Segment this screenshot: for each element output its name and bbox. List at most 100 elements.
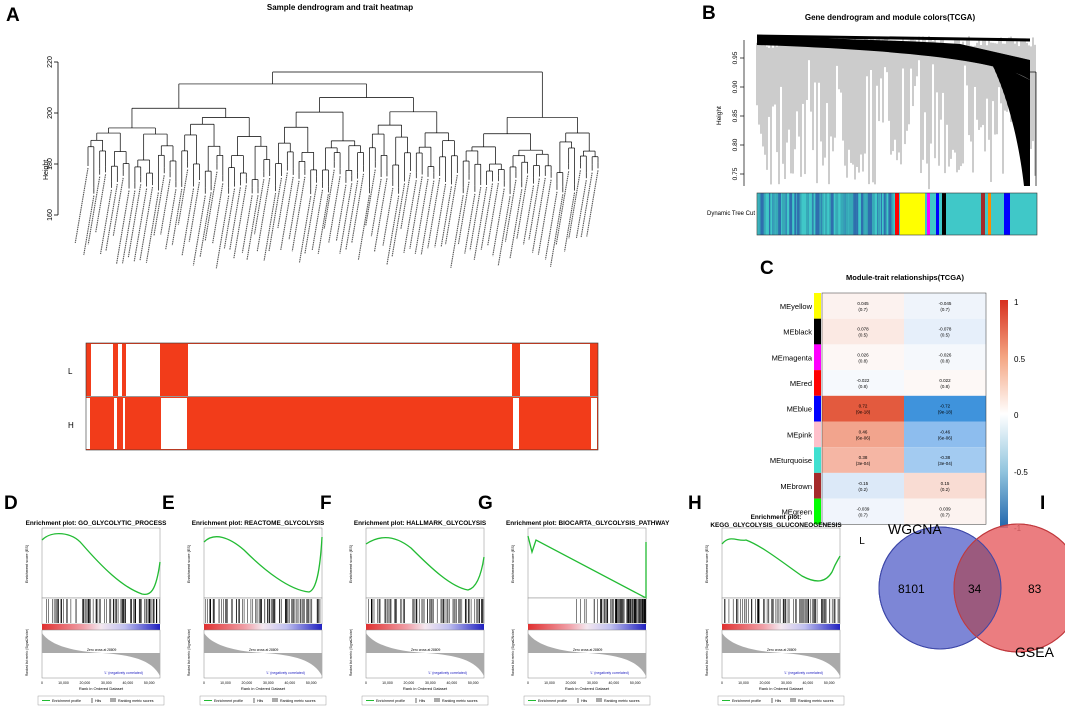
- cell-pvalue: (0.7): [940, 512, 950, 517]
- x-tick: 0: [527, 681, 529, 685]
- enrichment-profile-line: [365, 537, 485, 591]
- x-label: Rank in Ordered Dataset: [565, 686, 610, 691]
- venn-count-wgcna-only: 8101: [898, 582, 925, 596]
- venn-label-wgcna: WGCNA: [888, 521, 942, 537]
- panel-letter-b: B: [702, 3, 716, 24]
- x-tick: 20,000: [242, 681, 253, 685]
- ranked-metric-area: [528, 633, 646, 676]
- module-label: MEred: [790, 379, 812, 388]
- panel-letter-f: F: [320, 493, 332, 514]
- dendrogram-ytick: 220: [47, 56, 54, 68]
- panel-letter-h: H: [688, 493, 702, 514]
- x-tick: 50,000: [468, 681, 479, 685]
- zero-cross-label: Zero cross at 28809: [411, 648, 440, 652]
- venn-label-gsea: GSEA: [1015, 644, 1054, 660]
- trait-heatmap: [85, 342, 599, 451]
- heatmap-cell: [904, 421, 986, 448]
- module-label: MEblue: [787, 405, 812, 414]
- cell-pvalue: (0.5): [940, 333, 950, 338]
- column-label-l: L: [859, 536, 865, 547]
- dendrogram-ytick: 160: [47, 209, 54, 221]
- negative-label: 'L' (negatively correlated): [428, 671, 467, 675]
- cell-pvalue: (3e-04): [856, 461, 871, 466]
- venn-overlap: [954, 527, 1001, 649]
- dendrogram-ytick: 200: [47, 107, 54, 119]
- module-label: MEpink: [787, 430, 812, 439]
- cell-correlation: 0.039: [939, 506, 951, 511]
- x-tick: 20,000: [80, 681, 91, 685]
- module-color-bar: [757, 193, 1037, 235]
- cell-correlation: 0.022: [939, 378, 951, 383]
- rank-ylabel: Ranked list metric (Signal2Noise): [705, 629, 709, 676]
- cell-pvalue: (0.8): [858, 384, 868, 389]
- legend-item: Hits: [257, 699, 263, 703]
- trait-label-h: H: [68, 421, 74, 430]
- module-color-swatch: [814, 318, 821, 345]
- x-tick: 30,000: [425, 681, 436, 685]
- negative-label: 'L' (negatively correlated): [266, 671, 305, 675]
- dendrogram-y-ticks: 220 200 180 160: [47, 56, 58, 221]
- rank-ylabel: Ranked list metric (Signal2Noise): [187, 629, 191, 676]
- x-tick: 30,000: [781, 681, 792, 685]
- heatmap-cell: [904, 344, 986, 371]
- cell-pvalue: (3e-04): [938, 461, 953, 466]
- module-color-swatch: [814, 447, 821, 473]
- color-legend: [1000, 300, 1008, 528]
- module-color-swatch: [814, 472, 821, 499]
- cell-pvalue: (0.7): [858, 307, 868, 312]
- venn-count-overlap: 34: [968, 582, 982, 596]
- cell-pvalue: (0.8): [940, 384, 950, 389]
- cell-correlation: 0.72: [859, 404, 868, 409]
- svg-text:0.80: 0.80: [732, 138, 739, 151]
- cell-correlation: -0.026: [939, 352, 952, 357]
- heatmap-cell: [904, 293, 986, 319]
- gsea-title: Enrichment plot: BIOCARTA_GLYCOLYSIS_PAT…: [506, 520, 670, 527]
- legend-item: Enrichment profile: [214, 699, 243, 703]
- heatmap-cell: [822, 421, 904, 448]
- x-label: Rank in Ordered Dataset: [241, 686, 286, 691]
- venn-count-gsea-only: 83: [1028, 582, 1042, 596]
- module-label: MEgreen: [782, 507, 812, 516]
- ranking-color-bar: [42, 624, 160, 630]
- ranking-color-bar: [204, 624, 322, 630]
- cell-pvalue: (0.8): [858, 358, 868, 363]
- dynamic-tree-cut-label: Dynamic Tree Cut: [707, 211, 755, 217]
- heatmap-cell: [822, 370, 904, 396]
- enrichment-profile-line: [527, 535, 647, 600]
- legend-item: Hits: [95, 699, 101, 703]
- es-ylabel: Enrichment score (ES): [705, 544, 709, 583]
- x-tick: 10,000: [382, 681, 393, 685]
- legend-item: Hits: [775, 699, 781, 703]
- legend-item: Enrichment profile: [538, 699, 567, 703]
- dendrogram-leaf-labels: [74, 167, 599, 269]
- cell-correlation: -0.38: [940, 455, 951, 460]
- heatmap-cell: [822, 498, 904, 525]
- x-tick: 20,000: [566, 681, 577, 685]
- heatmap-cell: [822, 344, 904, 371]
- module-color-swatch: [814, 395, 821, 422]
- x-tick: 10,000: [544, 681, 555, 685]
- ranking-color-bar: [722, 624, 840, 630]
- panel-letter-d: D: [4, 493, 18, 514]
- cell-correlation: 0.46: [859, 429, 868, 434]
- x-tick: 50,000: [306, 681, 317, 685]
- x-tick: 50,000: [144, 681, 155, 685]
- cell-correlation: -0.022: [857, 378, 870, 383]
- legend-item: Hits: [581, 699, 587, 703]
- ranking-color-bar: [366, 624, 484, 630]
- panel-letter-i: I: [1040, 493, 1046, 514]
- x-tick: 50,000: [630, 681, 641, 685]
- trait-label-l: L: [68, 367, 73, 376]
- panel-c-title: Module-trait relationships(TCGA): [846, 273, 964, 282]
- heatmap-cell: [904, 370, 986, 396]
- svg-text:0: 0: [1014, 411, 1019, 420]
- module-label: MEmagenta: [772, 353, 813, 362]
- zero-cross-label: Zero cross at 28809: [767, 648, 796, 652]
- legend-item: Enrichment profile: [376, 699, 405, 703]
- legend-item: Ranking metric scores: [798, 699, 834, 703]
- legend-item: Enrichment profile: [52, 699, 81, 703]
- dendrogram-y-label: Height: [43, 160, 50, 180]
- x-tick: 0: [41, 681, 43, 685]
- gene-dendrogram: Height 0.95 0.90 0.85 0.80 0.75 Dynamic …: [707, 34, 1038, 236]
- svg-text:-0.5: -0.5: [1014, 468, 1028, 477]
